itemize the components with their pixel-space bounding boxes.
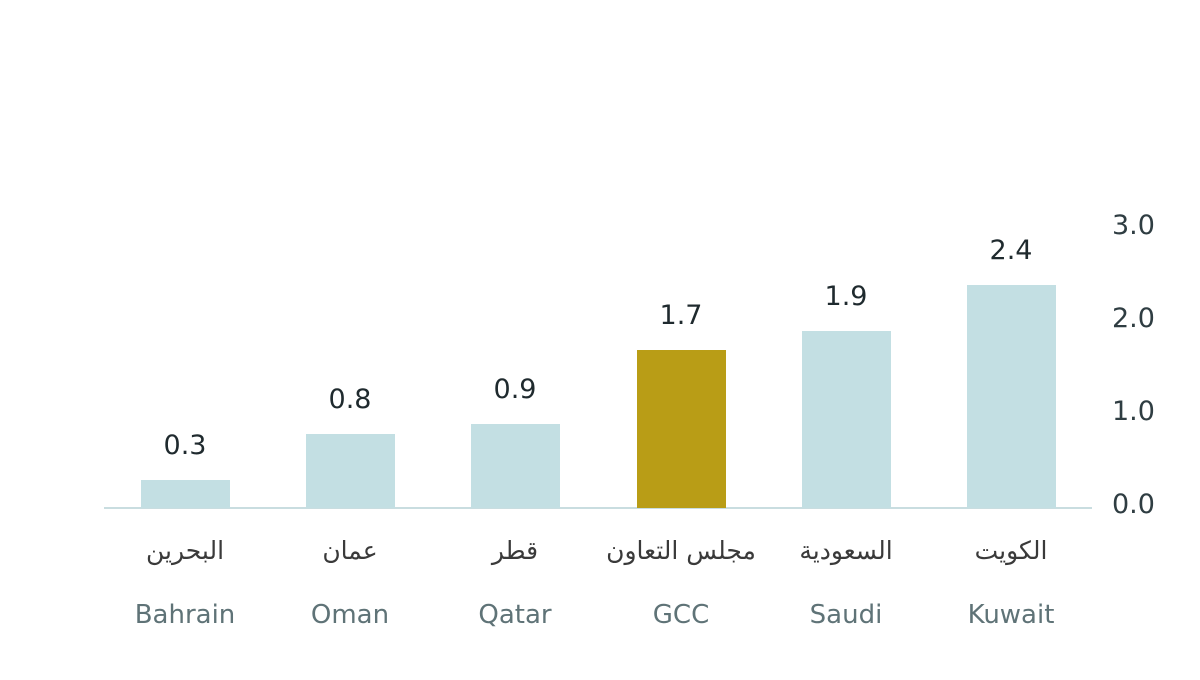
category-label-english: Oman xyxy=(310,600,390,630)
category-label-english: Qatar xyxy=(478,600,552,630)
category-label-arabic: عمان xyxy=(322,536,378,565)
category-label-english: Bahrain xyxy=(134,600,236,630)
value-label: 0.8 xyxy=(328,384,372,415)
category-label-english: Kuwait xyxy=(967,600,1055,630)
category-label-arabic: قطر xyxy=(491,536,539,565)
value-label: 1.9 xyxy=(824,281,868,312)
y-tick-2: 2.0 xyxy=(1112,303,1155,334)
category-label-english: Saudi xyxy=(809,600,883,630)
bar-gcc xyxy=(636,350,726,508)
category-label-english: GCC xyxy=(652,600,710,630)
value-label: 0.3 xyxy=(163,430,207,461)
category-label-arabic: السعودية xyxy=(799,536,893,565)
value-label: 0.9 xyxy=(493,374,537,405)
category-label-arabic: البحرين xyxy=(145,536,225,565)
bar-bahrain xyxy=(140,480,230,508)
category-label-arabic: مجلس التعاون xyxy=(606,536,756,565)
bar-kuwait xyxy=(966,285,1056,508)
y-tick-3: 3.0 xyxy=(1112,210,1155,241)
bar-saudi xyxy=(801,331,891,508)
value-label: 1.7 xyxy=(659,300,703,331)
category-label-arabic: الكويت xyxy=(974,536,1048,565)
bar-oman xyxy=(305,434,395,508)
y-tick-1: 1.0 xyxy=(1112,396,1155,427)
x-axis-baseline xyxy=(104,507,1092,509)
bar-qatar xyxy=(470,424,560,508)
y-tick-0: 0.0 xyxy=(1112,489,1155,520)
value-label: 2.4 xyxy=(989,235,1033,266)
